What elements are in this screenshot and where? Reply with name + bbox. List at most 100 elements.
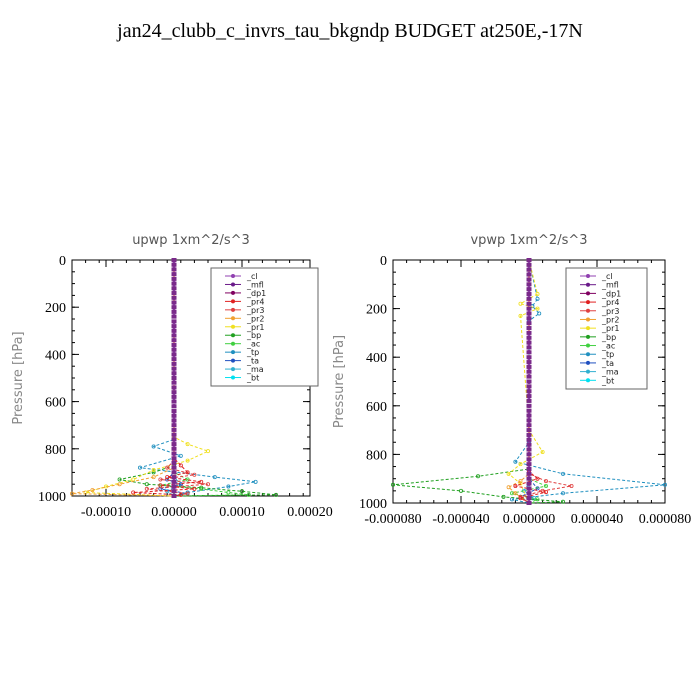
series-point-pr3: [192, 472, 197, 477]
legend-marker: [231, 307, 235, 312]
legend-marker: [231, 333, 235, 338]
series-point-cl: [171, 399, 177, 404]
chart-title: vpwp 1xm^2/s^3: [470, 233, 587, 248]
series-point-cl: [171, 442, 177, 447]
series-line-pr3: [146, 260, 209, 497]
legend-marker: [231, 341, 235, 346]
series-point-cl: [526, 379, 532, 384]
page-title: jan24_clubb_c_invrs_tau_bkgndp BUDGET at…: [117, 20, 583, 42]
series-line-pr2: [507, 260, 530, 504]
series-line-pr1: [507, 259, 544, 504]
series-line-tp: [139, 260, 256, 497]
series-point-pr4: [131, 490, 136, 495]
series-point-cl: [171, 427, 177, 432]
series-point-cl: [526, 316, 532, 321]
series-point-pr1: [185, 442, 190, 447]
series-point-cl: [526, 501, 532, 505]
series-point-pr4: [178, 492, 183, 497]
series-point-pr3: [205, 482, 210, 487]
series-point-pr1: [518, 301, 523, 306]
legend-marker: [231, 367, 235, 372]
series-point-cl: [171, 456, 177, 461]
series-point-cl: [526, 408, 532, 413]
series-point-cl: [171, 366, 177, 371]
legend-label: _pr1: [601, 324, 619, 333]
series-point-tp: [212, 475, 217, 480]
series-point-cl: [526, 340, 532, 345]
series-point-cl: [171, 309, 177, 314]
y-tick-label: 0: [380, 254, 387, 269]
series-point-pr1: [535, 306, 540, 311]
series-point-tp: [226, 484, 231, 489]
legend-marker: [586, 274, 590, 278]
series-point-cl: [526, 330, 532, 335]
legend-label: _cl: [246, 272, 258, 281]
legend-marker: [231, 316, 235, 321]
legend-label: _pr1: [246, 323, 264, 332]
series-point-bp: [117, 477, 122, 482]
legend-marker: [586, 291, 590, 296]
series-point-cl: [171, 272, 177, 277]
series-point-cl: [526, 258, 532, 262]
legend-marker: [231, 290, 235, 295]
series-point-pr4: [199, 479, 204, 484]
series-point-tp: [178, 453, 183, 458]
legend-marker: [586, 282, 590, 287]
series-point-cl: [526, 452, 532, 457]
x-tick-label: -0.00010: [81, 505, 131, 520]
series-line-ac: [160, 260, 249, 497]
series-point-tp: [561, 471, 566, 476]
y-axis-label: Pressure [hPa]: [332, 335, 347, 428]
series-point-cl: [526, 462, 532, 467]
series-point-pr3: [158, 477, 163, 482]
series-point-cl: [526, 321, 532, 326]
series-point-cl: [171, 291, 177, 296]
series-point-pr4: [165, 475, 170, 480]
series-point-tp: [253, 479, 258, 484]
series-point-pr4: [544, 490, 549, 495]
y-tick-label: 400: [366, 351, 387, 366]
legend-label: _bt: [601, 376, 614, 385]
legend-marker: [231, 350, 235, 355]
series-point-cl: [526, 311, 532, 316]
series-point-cl: [526, 466, 532, 471]
series-point-cl: [526, 428, 532, 433]
series-point-cl: [526, 326, 532, 331]
series-line-pr4: [133, 260, 202, 497]
chart-title: upwp 1xm^2/s^3: [132, 233, 250, 248]
y-tick-label: 0: [59, 254, 66, 269]
series-point-cl: [171, 333, 177, 338]
series-point-cl: [526, 496, 532, 501]
x-tick-label: -0.000080: [364, 512, 421, 527]
x-tick-label: 0.000080: [639, 512, 692, 527]
legend-label: _ac: [601, 342, 615, 351]
series-point-cl: [526, 267, 532, 272]
y-tick-label: 1000: [38, 490, 66, 505]
legend-label: _tp: [601, 350, 614, 359]
series-point-pr1: [518, 481, 523, 486]
legend-label: _tp: [246, 348, 259, 357]
series-point-pr2: [513, 491, 518, 496]
series-point-cl: [171, 328, 177, 333]
y-tick-label: 400: [45, 348, 66, 363]
series-point-cl: [171, 338, 177, 343]
legend-label: _ta: [246, 357, 259, 366]
series-point-cl: [171, 357, 177, 362]
legend-label: _mfl: [601, 281, 619, 290]
series-point-cl: [171, 267, 177, 272]
series-point-pr2: [518, 479, 523, 484]
series-point-cl: [526, 423, 532, 428]
series-point-cl: [171, 276, 177, 281]
series-point-tp: [663, 482, 668, 487]
y-tick-label: 800: [366, 448, 387, 463]
legend-label: _pr2: [246, 314, 264, 323]
series-point-cl: [526, 457, 532, 462]
series-point-pr2: [90, 488, 95, 493]
series-point-cl: [526, 301, 532, 306]
series-point-cl: [171, 342, 177, 347]
series-point-cl: [171, 437, 177, 442]
legend-marker: [586, 334, 590, 339]
series-point-pr1: [518, 462, 523, 467]
series-point-cl: [171, 324, 177, 329]
series-point-pr3: [569, 483, 574, 488]
